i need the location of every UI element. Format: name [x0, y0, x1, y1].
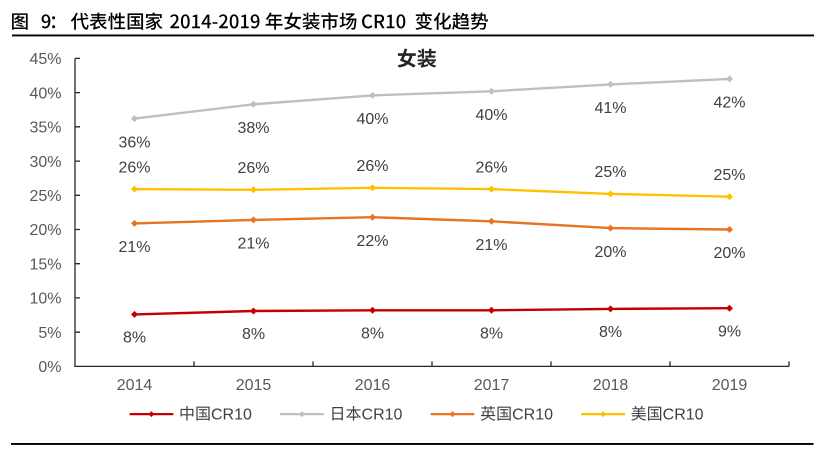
svg-text:26%: 26%: [118, 159, 150, 176]
svg-text:36%: 36%: [118, 134, 150, 151]
svg-text:20%: 20%: [713, 245, 745, 262]
svg-text:40%: 40%: [475, 107, 507, 124]
svg-text:2016: 2016: [355, 377, 391, 394]
svg-text:9%: 9%: [718, 324, 741, 341]
svg-text:8%: 8%: [480, 326, 503, 343]
svg-text:2018: 2018: [593, 377, 629, 394]
svg-text:2017: 2017: [474, 377, 510, 394]
svg-text:35%: 35%: [29, 120, 61, 137]
svg-text:5%: 5%: [38, 325, 61, 342]
svg-text:15%: 15%: [29, 256, 61, 273]
svg-text:38%: 38%: [237, 120, 269, 137]
svg-text:22%: 22%: [356, 233, 388, 250]
svg-text:21%: 21%: [237, 236, 269, 253]
svg-text:42%: 42%: [713, 95, 745, 112]
svg-text:2014: 2014: [117, 377, 153, 394]
svg-text:21%: 21%: [118, 239, 150, 256]
svg-text:26%: 26%: [356, 158, 388, 175]
svg-text:CR10: CR10: [512, 406, 553, 423]
svg-text:26%: 26%: [237, 160, 269, 177]
svg-text:30%: 30%: [29, 154, 61, 171]
svg-text:CR10: CR10: [663, 406, 704, 423]
svg-text:25%: 25%: [29, 188, 61, 205]
svg-text:26%: 26%: [475, 159, 507, 176]
svg-text:20%: 20%: [29, 222, 61, 239]
svg-text:2019: 2019: [712, 377, 748, 394]
svg-text:25%: 25%: [713, 167, 745, 184]
svg-text:21%: 21%: [475, 237, 507, 254]
svg-text:10%: 10%: [29, 291, 61, 308]
svg-text:CR10: CR10: [211, 406, 252, 423]
svg-text:8%: 8%: [361, 326, 384, 343]
svg-text:8%: 8%: [599, 324, 622, 341]
svg-text:25%: 25%: [594, 164, 626, 181]
svg-text:41%: 41%: [594, 100, 626, 117]
svg-text:0%: 0%: [38, 359, 61, 376]
svg-text:45%: 45%: [29, 51, 61, 68]
svg-text:40%: 40%: [356, 111, 388, 128]
svg-text:CR10: CR10: [362, 406, 403, 423]
svg-text:2015: 2015: [236, 377, 272, 394]
svg-text:8%: 8%: [242, 326, 265, 343]
svg-text:20%: 20%: [594, 244, 626, 261]
svg-text:40%: 40%: [29, 85, 61, 102]
svg-text:8%: 8%: [123, 330, 146, 347]
